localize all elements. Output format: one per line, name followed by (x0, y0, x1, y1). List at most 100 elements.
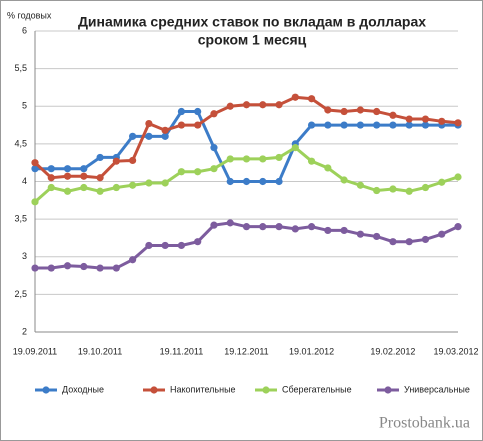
data-point (421, 121, 430, 129)
data-point (242, 177, 251, 186)
legend-label: Доходные (62, 384, 104, 394)
x-tick-label: 19.12.2011 (224, 346, 268, 356)
data-point (80, 172, 88, 180)
data-point (145, 241, 153, 250)
y-tick-label: 5,5 (14, 63, 27, 73)
legend-label: Универсальные (404, 384, 470, 394)
data-point (63, 262, 72, 270)
data-point (307, 121, 316, 129)
data-point (356, 106, 364, 114)
data-point (96, 264, 104, 272)
data-point (112, 183, 120, 192)
data-point (275, 101, 283, 109)
x-tick-label: 19.09.2011 (13, 346, 57, 356)
data-point (161, 179, 169, 187)
data-point (307, 157, 316, 165)
legend-swatch (150, 386, 158, 394)
data-point (129, 181, 137, 189)
data-point (31, 159, 39, 167)
data-point (242, 223, 251, 231)
y-tick-label: 3 (22, 251, 27, 261)
data-point (324, 226, 332, 235)
data-point (340, 107, 348, 116)
data-point (340, 226, 348, 235)
data-point (373, 186, 381, 195)
data-point (324, 121, 332, 129)
data-point (259, 177, 267, 186)
data-point (389, 238, 397, 246)
data-point (177, 121, 186, 129)
data-point (161, 132, 169, 140)
data-point (259, 101, 267, 109)
data-point (421, 235, 430, 244)
data-point (31, 165, 39, 173)
data-point (421, 115, 430, 123)
data-point (324, 106, 332, 114)
data-point (210, 110, 218, 118)
chart-title: сроком 1 месяц (198, 32, 307, 48)
data-point (291, 93, 299, 101)
data-point (226, 155, 234, 163)
legend-swatch (384, 386, 392, 394)
data-point (389, 111, 397, 119)
data-point (177, 107, 186, 116)
x-tick-label: 19.11.2011 (160, 346, 204, 356)
data-point (405, 238, 413, 246)
data-point (96, 187, 104, 195)
x-tick-label: 19.03.2012 (433, 346, 478, 356)
data-point (405, 121, 413, 129)
data-point (194, 121, 202, 129)
data-point (356, 181, 364, 189)
data-point (373, 107, 381, 116)
chart-title: Динамика средних ставок по вкладам в дол… (78, 14, 426, 30)
data-point (259, 223, 267, 231)
legend-label: Накопительные (170, 384, 236, 394)
legend-label: Сберегательные (282, 384, 352, 394)
data-point (63, 187, 72, 195)
data-point (177, 241, 186, 250)
y-tick-label: 6 (22, 25, 27, 35)
data-point (145, 119, 153, 128)
data-point (129, 156, 137, 165)
data-point (340, 176, 348, 184)
data-point (242, 155, 251, 163)
data-point (210, 165, 218, 173)
data-point (210, 144, 218, 152)
y-tick-label: 3,5 (14, 214, 27, 224)
data-point (177, 168, 186, 176)
data-point (63, 172, 72, 180)
data-point (421, 183, 430, 192)
data-point (161, 126, 169, 134)
data-point (389, 121, 397, 129)
data-point (438, 230, 446, 238)
data-point (80, 183, 88, 192)
data-point (63, 165, 72, 173)
data-point (242, 101, 251, 109)
data-point (373, 121, 381, 129)
data-point (291, 225, 299, 233)
y-tick-label: 2,5 (14, 289, 27, 299)
legend-swatch (42, 386, 50, 394)
data-point (31, 264, 39, 272)
data-point (145, 132, 153, 140)
data-point (194, 107, 202, 116)
data-point (291, 144, 299, 152)
data-point (47, 174, 55, 182)
data-point (259, 155, 267, 163)
data-point (307, 95, 316, 103)
data-point (47, 165, 55, 173)
data-point (194, 168, 202, 176)
watermark: Prostobank.ua (379, 415, 470, 432)
data-point (275, 177, 283, 186)
data-point (47, 183, 55, 192)
x-tick-label: 19.02.2012 (370, 346, 415, 356)
data-point (405, 187, 413, 195)
y-tick-label: 4 (22, 176, 27, 186)
legend-swatch (262, 386, 270, 394)
y-axis-label: % годовых (7, 10, 52, 20)
data-point (454, 223, 462, 231)
data-point (129, 132, 137, 140)
data-point (307, 223, 316, 231)
